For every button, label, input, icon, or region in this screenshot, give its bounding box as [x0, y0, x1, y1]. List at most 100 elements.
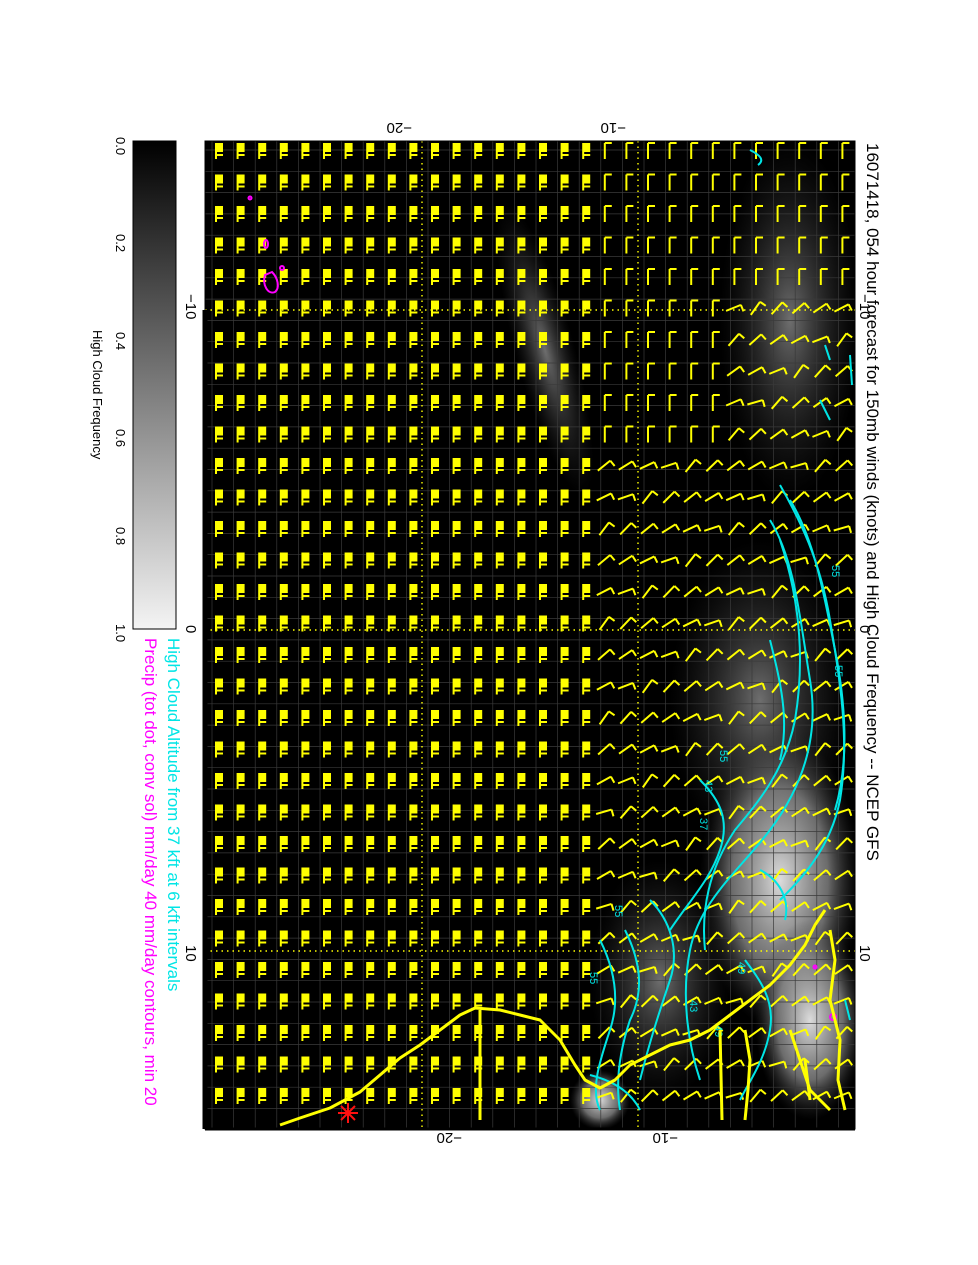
wind-barb: [474, 269, 483, 285]
wind-barb: [452, 1088, 461, 1104]
wind-barb: [639, 871, 658, 880]
wind-barb: [387, 1025, 396, 1041]
wind-barb: [618, 649, 637, 660]
contour-label: 55: [587, 972, 599, 984]
wind-barb: [539, 489, 547, 506]
wind-barb: [834, 869, 853, 881]
wind-barb: [726, 1059, 745, 1069]
wind-barb: [668, 299, 677, 317]
wind-barb: [835, 459, 854, 472]
wind-barb: [323, 300, 331, 317]
wind-barb: [625, 236, 634, 254]
wind-barb: [409, 332, 418, 348]
wind-barb: [431, 426, 439, 443]
wind-barb: [597, 554, 616, 567]
wind-barb: [495, 962, 504, 978]
wind-barb: [617, 682, 637, 690]
wind-barb: [431, 489, 439, 506]
wind-barb: [344, 741, 353, 758]
wind-barb: [711, 331, 720, 348]
wind-barb: [641, 584, 659, 599]
wind-barb: [560, 615, 569, 632]
wind-barb: [517, 143, 526, 159]
left-tick-label: 0: [182, 625, 199, 633]
wind-barb: [813, 869, 832, 882]
wind-barb: [798, 142, 807, 159]
wind-barb: [215, 552, 223, 569]
wind-barb: [323, 489, 331, 506]
wind-barb: [725, 681, 745, 691]
wind-barb: [409, 741, 418, 758]
wind-barb: [647, 425, 655, 443]
wind-barb: [726, 554, 746, 566]
wind-barb: [749, 805, 767, 819]
wind-barb: [690, 205, 699, 222]
wind-barb: [366, 552, 375, 569]
wind-barb: [685, 836, 702, 851]
wind-barb: [474, 552, 483, 569]
wind-barb: [517, 521, 526, 537]
wind-barb: [703, 524, 723, 533]
wind-barb: [683, 585, 702, 598]
wind-barb: [560, 395, 569, 411]
wind-barb: [344, 710, 353, 726]
wind-barb: [301, 615, 310, 632]
wind-barb: [769, 522, 789, 535]
wind-barb: [258, 206, 267, 222]
wind-barb: [236, 615, 245, 632]
wind-barb: [323, 867, 331, 884]
top-tick-label: −20: [387, 119, 412, 136]
wind-barb: [819, 142, 828, 159]
wind-barb: [431, 615, 439, 632]
wind-barb: [596, 775, 616, 786]
wind-barb: [495, 237, 504, 254]
wind-barb: [582, 269, 591, 285]
wind-barb: [236, 332, 245, 348]
wind-barb: [517, 584, 526, 600]
wind-barb: [726, 964, 745, 975]
wind-barb: [344, 836, 353, 852]
wind-barb: [560, 1056, 569, 1073]
wind-barb: [387, 1088, 396, 1104]
wind-barb: [517, 1025, 526, 1041]
wind-barb: [387, 741, 396, 758]
wind-barb: [344, 678, 353, 695]
wind-barb: [474, 489, 483, 506]
wind-barb: [279, 269, 288, 285]
wind-barb: [661, 901, 681, 913]
wind-barb: [813, 774, 832, 787]
wind-barb: [598, 521, 616, 536]
wind-barb: [668, 173, 677, 191]
wind-barb: [215, 1056, 223, 1073]
wind-barb: [215, 1088, 223, 1104]
wind-barb: [582, 1025, 591, 1041]
wind-barb: [539, 1025, 547, 1041]
wind-barb: [301, 363, 310, 380]
wind-barb: [582, 332, 591, 348]
wind-barb: [301, 237, 310, 254]
wind-barb: [517, 615, 526, 632]
wind-barb: [603, 331, 612, 348]
wind-barb: [279, 1088, 288, 1104]
wind-barb: [662, 490, 681, 504]
wind-barb: [474, 930, 483, 947]
wind-barb: [682, 712, 702, 722]
wind-barb: [625, 394, 634, 411]
wind-barb: [236, 962, 245, 978]
wind-barb: [560, 741, 569, 758]
wind-barb: [747, 399, 766, 408]
wind-barb: [323, 458, 331, 474]
wind-barb: [582, 206, 591, 222]
wind-barb: [366, 269, 375, 285]
wind-barb: [597, 837, 616, 850]
wind-barb: [841, 236, 850, 254]
wind-barb: [625, 331, 634, 348]
wind-barb: [639, 649, 659, 659]
wind-barb: [595, 997, 615, 1006]
wind-barb: [560, 1088, 569, 1104]
wind-barb: [366, 804, 375, 821]
wind-barb: [733, 268, 742, 285]
wind-barb: [409, 678, 418, 695]
wind-barb: [639, 461, 659, 470]
